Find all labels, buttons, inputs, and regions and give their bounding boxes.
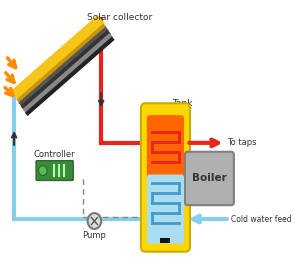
Text: To taps: To taps [227, 138, 257, 147]
Text: Pump: Pump [83, 231, 106, 240]
FancyBboxPatch shape [185, 152, 234, 205]
Text: Cold water feed: Cold water feed [231, 214, 292, 224]
FancyBboxPatch shape [141, 103, 190, 252]
Circle shape [39, 166, 47, 176]
Circle shape [88, 213, 101, 229]
Text: Tank: Tank [172, 99, 193, 108]
Text: Boiler: Boiler [192, 173, 227, 184]
Bar [160, 238, 171, 243]
FancyBboxPatch shape [36, 161, 73, 180]
FancyBboxPatch shape [147, 115, 184, 180]
Text: Controller: Controller [34, 150, 76, 159]
Text: Solar collector: Solar collector [87, 13, 153, 22]
FancyBboxPatch shape [147, 174, 184, 244]
